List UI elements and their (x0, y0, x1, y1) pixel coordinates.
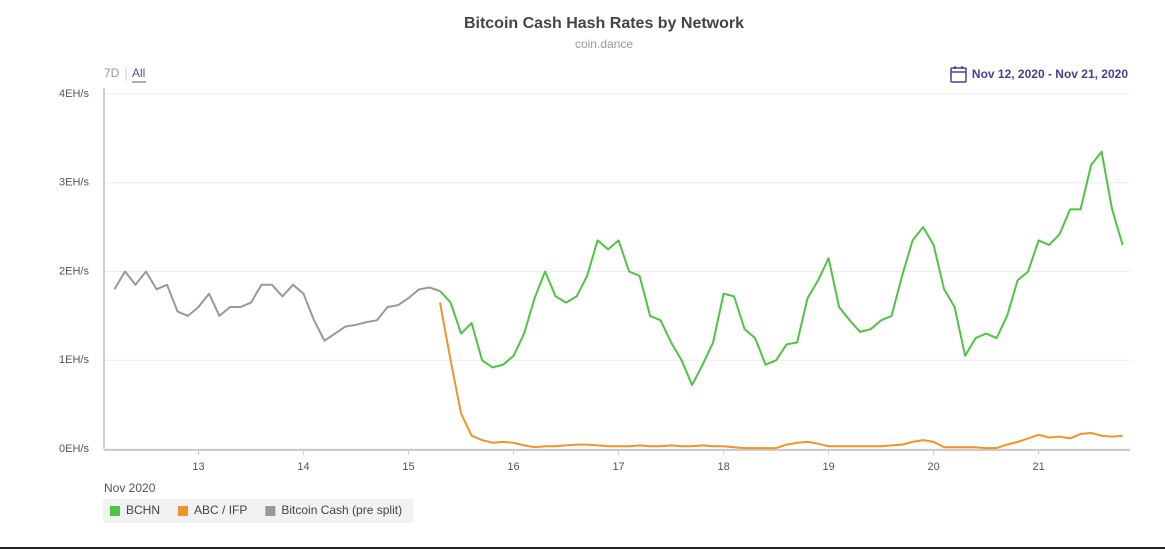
y-tick-label: 0EH/s (59, 443, 89, 455)
legend-swatch (178, 506, 189, 516)
y-tick-label: 2EH/s (59, 265, 89, 277)
calendar-icon[interactable] (950, 66, 967, 83)
series-line (439, 302, 1123, 450)
series-line (439, 150, 1124, 387)
x-tick-label: 20 (927, 461, 939, 473)
legend-swatch (110, 506, 120, 516)
legend-label[interactable]: Bitcoin Cash (pre split) (281, 503, 402, 517)
chart-subtitle: coin.dance (575, 37, 633, 51)
y-tick-label: 4EH/s (59, 88, 89, 100)
date-range[interactable]: Nov 12, 2020 - Nov 21, 2020 (972, 67, 1128, 81)
legend-label[interactable]: ABC / IFP (194, 503, 247, 517)
x-tick-label: 17 (612, 461, 624, 473)
y-tick-label: 1EH/s (59, 354, 89, 366)
x-axis-label: Nov 2020 (104, 481, 156, 495)
legend-label[interactable]: BCHN (126, 503, 160, 517)
x-tick-label: 21 (1033, 461, 1045, 473)
range-button[interactable]: All (132, 66, 145, 80)
x-tick-label: 19 (822, 461, 834, 473)
x-tick-label: 18 (717, 461, 729, 473)
range-button[interactable]: 7D (104, 66, 120, 80)
x-tick-label: 15 (402, 461, 414, 473)
chart-title: Bitcoin Cash Hash Rates by Network (464, 15, 744, 32)
legend-swatch (265, 506, 276, 516)
legend-box (103, 499, 413, 523)
y-tick-label: 3EH/s (59, 177, 89, 189)
x-tick-label: 14 (297, 461, 309, 473)
x-tick-label: 16 (507, 461, 519, 473)
series-line (113, 270, 441, 342)
x-tick-label: 13 (192, 461, 204, 473)
